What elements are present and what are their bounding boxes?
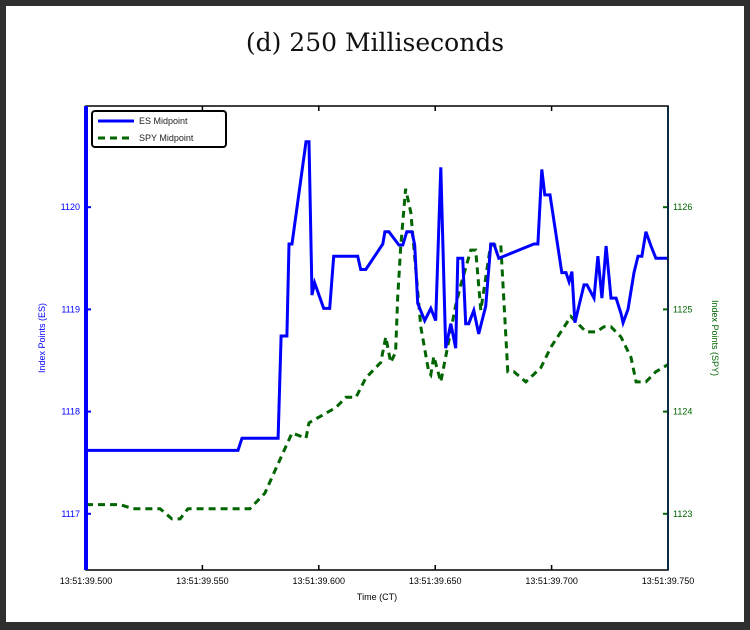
right-y-tick-label: 1126: [673, 202, 692, 212]
right-y-tick-label: 1125: [673, 304, 692, 314]
chart-title: (d) 250 Milliseconds: [245, 28, 505, 57]
legend: ES Midpoint SPY Midpoint: [91, 110, 227, 148]
legend-es-label: ES Midpoint: [139, 116, 188, 126]
left-y-axis-label: Index Points (ES): [37, 303, 47, 373]
x-tick-label: 13:51:39.700: [525, 576, 578, 586]
right-y-axis-label: Index Points (SPY): [710, 300, 720, 376]
spy-midpoint-line: [86, 188, 669, 521]
x-tick-label: 13:51:39.600: [293, 576, 346, 586]
legend-spy-label: SPY Midpoint: [139, 133, 194, 143]
left-y-tick-label: 1120: [61, 202, 80, 212]
x-tick-label: 13:51:39.500: [60, 576, 113, 586]
x-tick-label: 13:51:39.550: [176, 576, 229, 586]
x-tick-label: 13:51:39.650: [409, 576, 462, 586]
es-midpoint-line: [86, 140, 668, 452]
x-tick-label: 13:51:39.750: [642, 576, 695, 586]
right-y-tick-label: 1124: [673, 407, 692, 417]
right-y-tick-label: 1123: [673, 509, 692, 519]
left-y-tick-label: 1118: [61, 407, 80, 417]
x-axis-label: Time (CT): [357, 592, 397, 602]
plot-area: [85, 105, 669, 571]
left-y-tick-label: 1117: [61, 509, 80, 519]
x-axis-ticks: 13:51:39.500 13:51:39.550 13:51:39.600 13:5…: [60, 106, 695, 586]
left-y-tick-label: 1119: [61, 304, 80, 314]
